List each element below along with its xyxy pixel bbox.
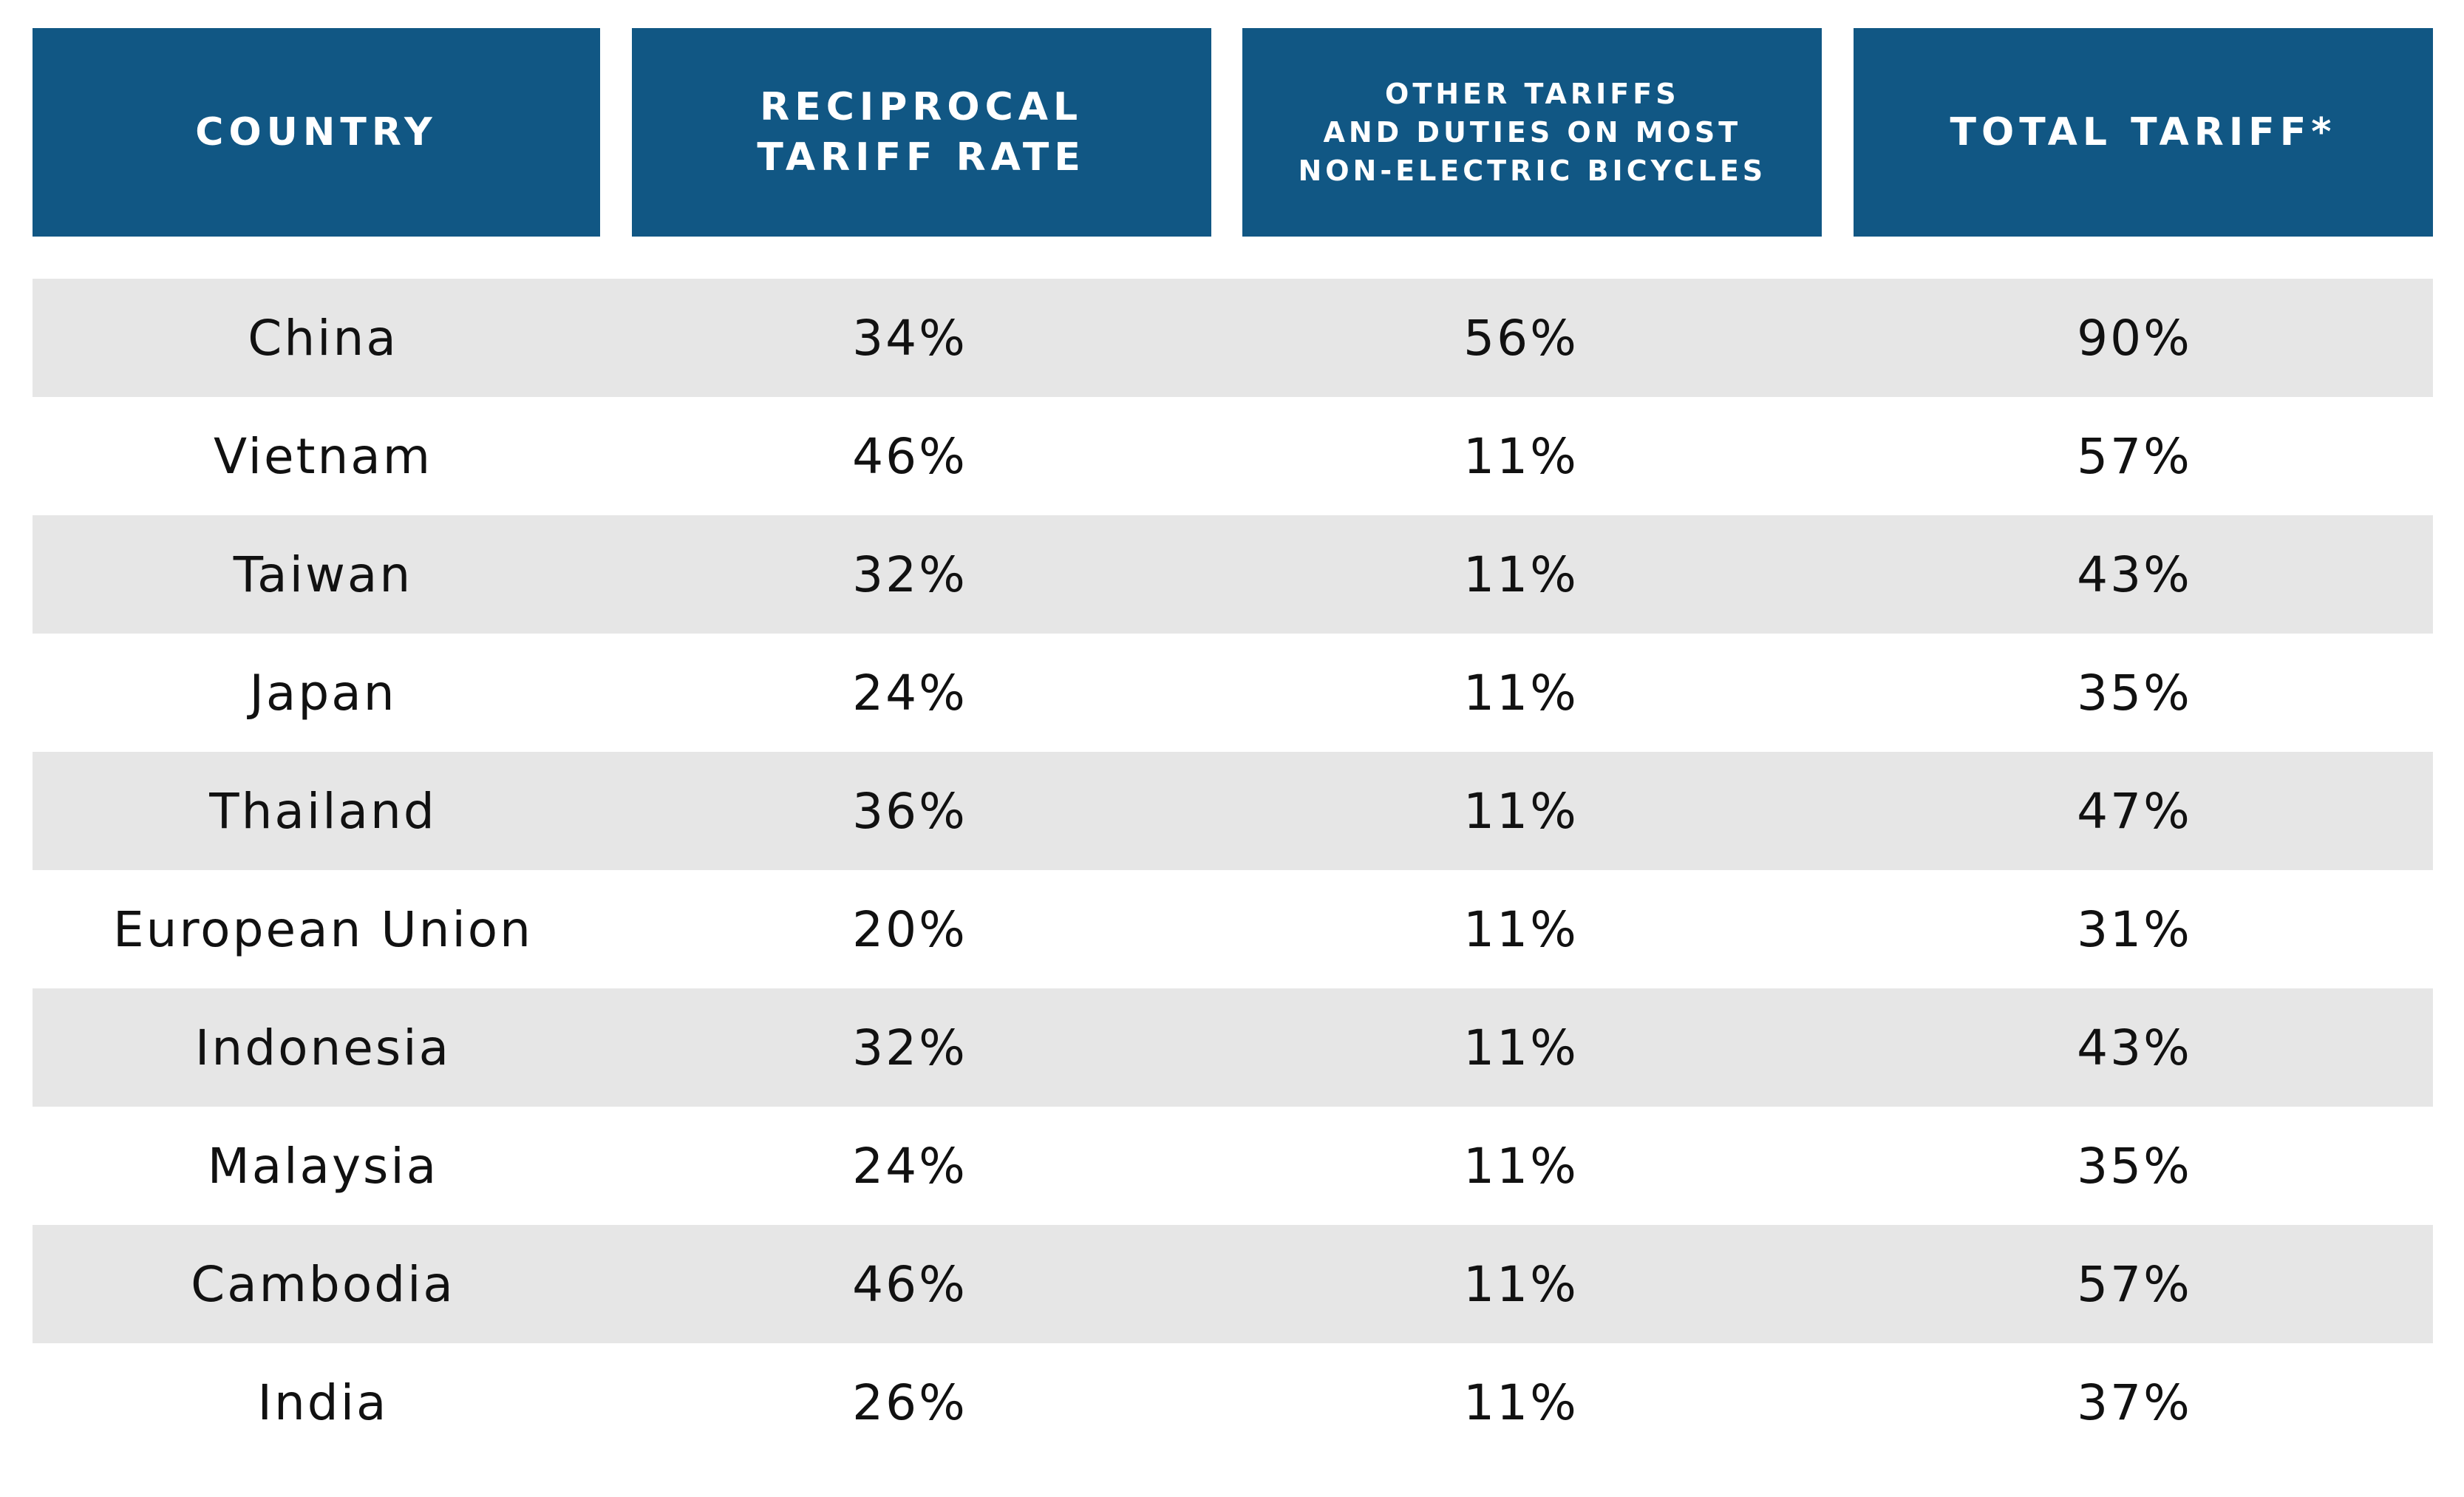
reciprocal-rate-cell: 36% (852, 782, 967, 840)
total-tariff-cell: 57% (2077, 427, 2192, 485)
country-cell: Cambodia (191, 1255, 455, 1313)
reciprocal-rate-cell: 46% (852, 427, 967, 485)
other-tariffs-cell: 11% (1463, 782, 1579, 840)
reciprocal-rate-cell: 32% (852, 1019, 967, 1076)
other-tariffs-cell: 11% (1463, 1019, 1579, 1076)
other-tariffs-cell: 11% (1463, 900, 1579, 958)
total-tariff-cell: 57% (2077, 1255, 2192, 1313)
table-row: India 26% 11% 37% (33, 1343, 2433, 1462)
table-row: European Union 20% 11% 31% (33, 870, 2433, 988)
total-tariff-cell: 37% (2077, 1374, 2192, 1431)
other-tariffs-cell: 11% (1463, 1374, 1579, 1431)
total-tariff-cell: 43% (2077, 546, 2192, 603)
reciprocal-rate-cell: 20% (852, 900, 967, 958)
table-header-row: COUNTRY RECIPROCAL TARIFF RATE OTHER TAR… (33, 28, 2433, 237)
reciprocal-rate-cell: 24% (852, 664, 967, 722)
country-cell: Indonesia (194, 1019, 452, 1076)
other-tariffs-cell: 11% (1463, 664, 1579, 722)
total-tariff-cell: 35% (2077, 1137, 2192, 1195)
country-cell: Malaysia (207, 1137, 439, 1195)
column-header-total-tariff: TOTAL TARIFF* (1853, 28, 2433, 237)
column-header-country: COUNTRY (33, 28, 600, 237)
column-header-other-tariffs: OTHER TARIFFS AND DUTIES ON MOST NON-ELE… (1242, 28, 1823, 237)
total-tariff-cell: 47% (2077, 782, 2192, 840)
other-tariffs-cell: 11% (1463, 1137, 1579, 1195)
country-cell: Taiwan (233, 546, 413, 603)
table-row: Indonesia 32% 11% 43% (33, 988, 2433, 1107)
reciprocal-rate-cell: 34% (852, 309, 967, 367)
table-row: Taiwan 32% 11% 43% (33, 515, 2433, 634)
table-body: China 34% 56% 90% Vietnam 46% 11% 57% Ta… (33, 279, 2433, 1462)
table-row: Thailand 36% 11% 47% (33, 752, 2433, 870)
column-header-reciprocal-tariff-rate: RECIPROCAL TARIFF RATE (631, 28, 1211, 237)
country-cell: Vietnam (213, 427, 433, 485)
reciprocal-rate-cell: 46% (852, 1255, 967, 1313)
total-tariff-cell: 31% (2077, 900, 2192, 958)
table-row: Malaysia 24% 11% 35% (33, 1107, 2433, 1225)
table-row: Cambodia 46% 11% 57% (33, 1225, 2433, 1343)
other-tariffs-cell: 56% (1463, 309, 1579, 367)
country-cell: China (248, 309, 398, 367)
country-cell: Thailand (209, 782, 437, 840)
country-cell: India (257, 1374, 389, 1431)
other-tariffs-cell: 11% (1463, 546, 1579, 603)
total-tariff-cell: 35% (2077, 664, 2192, 722)
table-row: China 34% 56% 90% (33, 279, 2433, 397)
other-tariffs-cell: 11% (1463, 427, 1579, 485)
table-row: Japan 24% 11% 35% (33, 634, 2433, 752)
table-row: Vietnam 46% 11% 57% (33, 397, 2433, 515)
reciprocal-rate-cell: 24% (852, 1137, 967, 1195)
country-cell: European Union (112, 900, 534, 958)
country-cell: Japan (249, 664, 397, 722)
total-tariff-cell: 43% (2077, 1019, 2192, 1076)
total-tariff-cell: 90% (2077, 309, 2192, 367)
reciprocal-rate-cell: 26% (852, 1374, 967, 1431)
reciprocal-rate-cell: 32% (852, 546, 967, 603)
other-tariffs-cell: 11% (1463, 1255, 1579, 1313)
tariff-table: COUNTRY RECIPROCAL TARIFF RATE OTHER TAR… (33, 28, 2433, 1462)
